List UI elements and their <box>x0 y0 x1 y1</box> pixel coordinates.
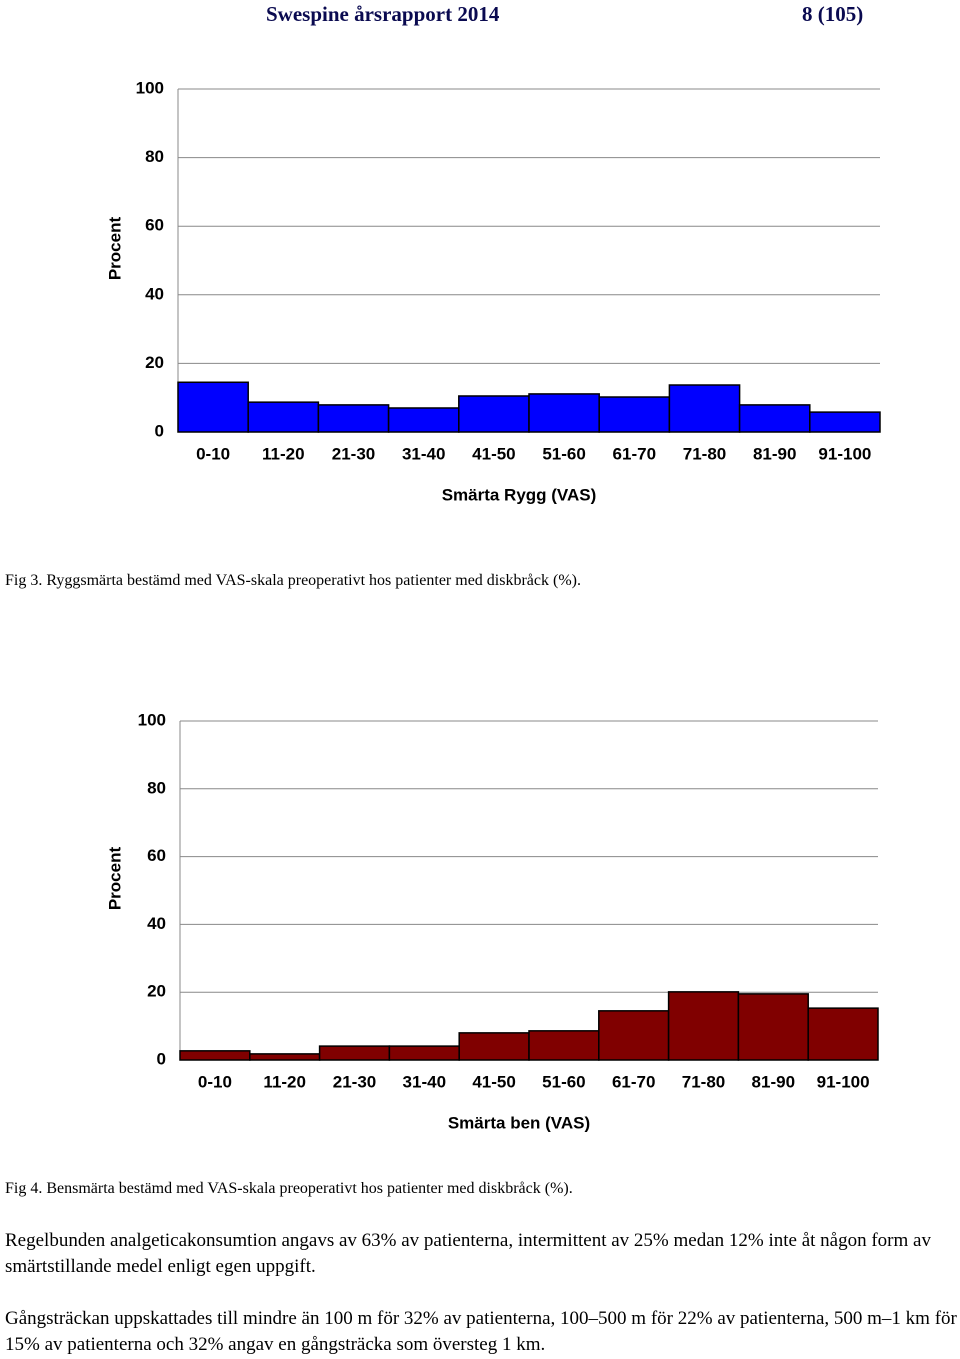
x-tick-label: 0-10 <box>198 1072 232 1091</box>
bar <box>318 1045 391 1061</box>
bar <box>807 1007 879 1061</box>
x-tick-label: 0-10 <box>196 444 230 463</box>
x-tick-label: 31-40 <box>403 1072 446 1091</box>
y-tick-label: 20 <box>145 353 164 372</box>
y-tick-label: 100 <box>138 710 166 729</box>
y-tick-label: 60 <box>145 216 164 235</box>
bar <box>179 1050 251 1061</box>
x-tick-label: 41-50 <box>472 444 515 463</box>
x-tick-label: 11-20 <box>263 1072 306 1091</box>
bar <box>598 396 671 433</box>
y-tick-label: 60 <box>147 846 166 865</box>
bar <box>247 401 320 433</box>
y-tick-label: 40 <box>145 284 164 303</box>
bar <box>737 993 809 1061</box>
bar <box>667 991 740 1061</box>
y-axis-title: Procent <box>105 847 124 911</box>
x-tick-label: 71-80 <box>683 444 726 463</box>
x-tick-label: 31-40 <box>402 444 445 463</box>
y-tick-label: 80 <box>145 147 164 166</box>
header-title: Swespine årsrapport 2014 <box>266 2 500 26</box>
bar <box>528 393 600 433</box>
bar <box>387 407 460 433</box>
bar <box>177 381 249 433</box>
x-tick-label: 91-100 <box>818 444 871 463</box>
y-tick-label: 40 <box>147 914 166 933</box>
bar <box>458 1032 530 1061</box>
y-tick-label: 100 <box>136 78 164 97</box>
paragraph: Gångsträckan uppskattades till mindre än… <box>5 1308 957 1355</box>
x-tick-label: 21-30 <box>332 444 375 463</box>
x-tick-label: 51-60 <box>542 444 585 463</box>
paragraph: Regelbunden analgeticakonsumtion angavs … <box>5 1230 931 1277</box>
x-tick-label: 41-50 <box>472 1072 515 1091</box>
bar <box>809 411 881 433</box>
bar <box>668 384 741 433</box>
x-tick-label: 81-90 <box>753 444 796 463</box>
y-tick-label: 20 <box>147 982 166 1001</box>
y-axis-title: Procent <box>105 217 124 281</box>
caption: Fig 4. Bensmärta bestämd med VAS-skala p… <box>5 1180 573 1197</box>
x-tick-label: 21-30 <box>333 1072 376 1091</box>
bar <box>458 395 530 433</box>
x-axis-title: Smärta ben (VAS) <box>448 1113 590 1132</box>
y-tick-label: 80 <box>147 778 166 797</box>
x-tick-label: 11-20 <box>262 444 305 463</box>
y-tick-label: 0 <box>155 421 164 440</box>
bar <box>528 1030 600 1061</box>
bar <box>317 404 390 433</box>
bar <box>388 1045 460 1061</box>
x-tick-label: 61-70 <box>612 1072 655 1091</box>
bar <box>249 1053 321 1061</box>
x-tick-label: 71-80 <box>682 1072 725 1091</box>
x-axis-title: Smärta Rygg (VAS) <box>442 485 597 504</box>
bar <box>598 1010 670 1061</box>
x-tick-label: 91-100 <box>817 1072 870 1091</box>
x-tick-label: 81-90 <box>752 1072 795 1091</box>
x-tick-label: 51-60 <box>542 1072 585 1091</box>
caption: Fig 3. Ryggsmärta bestämd med VAS-skala … <box>5 572 581 589</box>
page-number: 8 (105) <box>802 2 864 26</box>
y-tick-label: 0 <box>157 1049 166 1068</box>
bar <box>738 404 811 433</box>
x-tick-label: 61-70 <box>613 444 656 463</box>
